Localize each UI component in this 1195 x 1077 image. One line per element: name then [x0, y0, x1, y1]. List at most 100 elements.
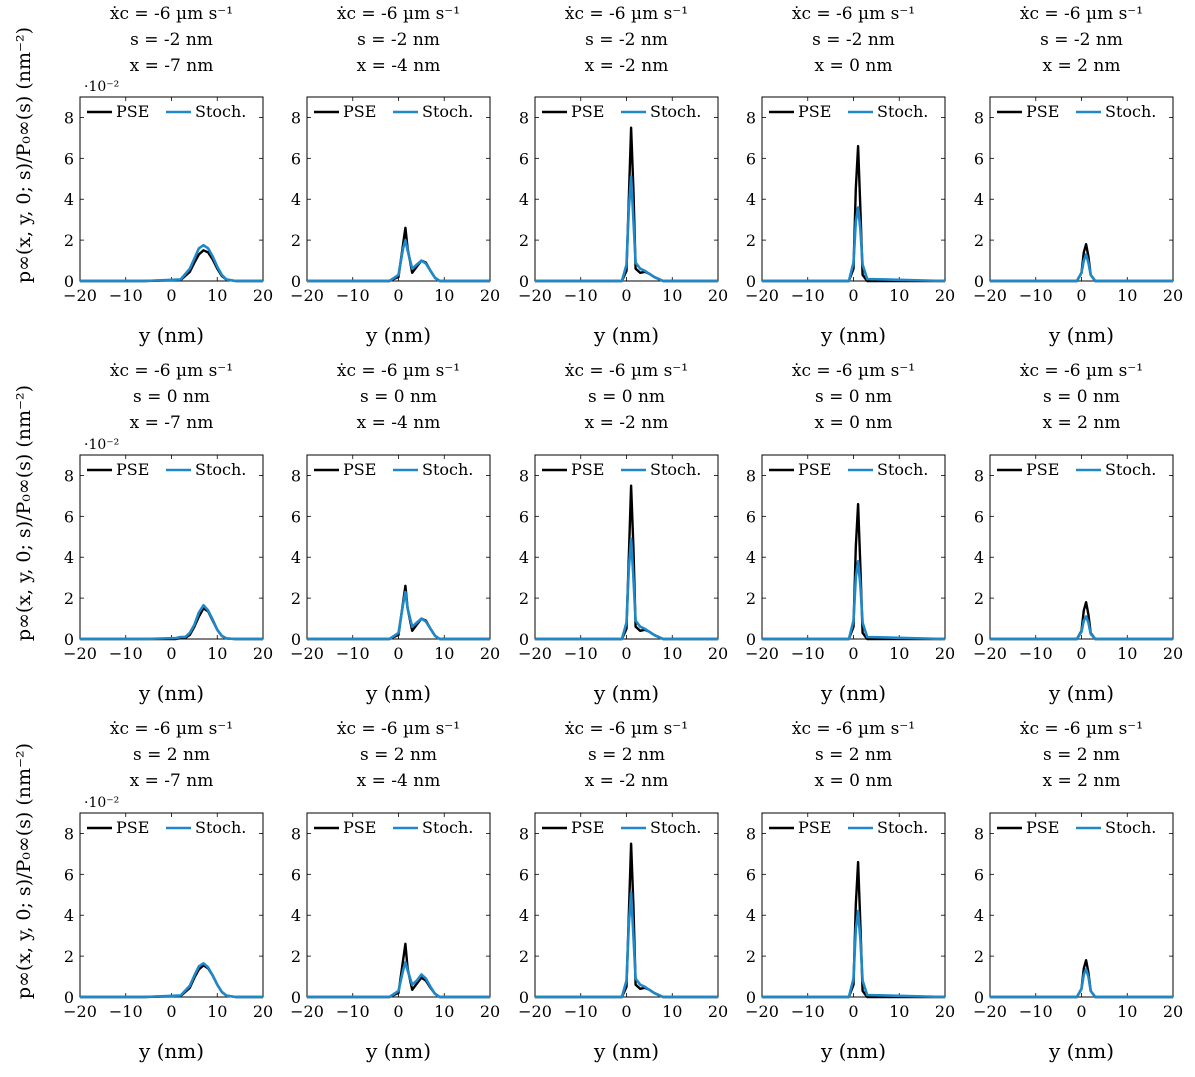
- xtick-label: 10: [1117, 644, 1137, 663]
- ytick-label: 2: [291, 589, 301, 608]
- xtick-label: −20: [745, 644, 779, 663]
- legend-pse-label: PSE: [1026, 460, 1059, 479]
- legend: PSE Stoch.: [769, 818, 928, 837]
- ytick-label: 4: [519, 548, 529, 567]
- series-stoch-line: [80, 603, 263, 641]
- xtick-label: −20: [973, 286, 1007, 305]
- plot-frame: [989, 96, 1174, 282]
- subplot-title-line: s = 0 nm: [133, 387, 210, 407]
- series-stoch-line: [80, 961, 263, 999]
- subplot-3-5: ẋc = -6 µm s⁻¹ s = 2 nm x = 2 nm 0 2 4 6 8 −20 −1…: [973, 719, 1183, 1063]
- xtick-label: −20: [518, 1002, 552, 1021]
- legend-stoch-label: Stoch.: [650, 102, 701, 121]
- xtick-label: 0: [1076, 1002, 1086, 1021]
- subplot-title-line: x = 2 nm: [1043, 56, 1121, 76]
- x-axis-label: y (nm): [365, 681, 431, 705]
- legend: PSE Stoch.: [87, 818, 246, 837]
- subplot-title-line: ẋc = -6 µm s⁻¹: [1020, 4, 1143, 24]
- xtick-label: −20: [745, 286, 779, 305]
- y-axis-label: p∞(x, y, 0; s)/P₀∞(s) (nm⁻²): [13, 743, 35, 999]
- x-axis-label: y (nm): [138, 681, 204, 705]
- subplot-title-line: s = 0 nm: [360, 387, 437, 407]
- xtick-label: 0: [621, 644, 631, 663]
- legend: PSE Stoch.: [542, 102, 701, 121]
- subplot-title-line: x = 2 nm: [1043, 771, 1121, 791]
- ytick-label: 2: [64, 231, 74, 250]
- xtick-label: 0: [393, 286, 403, 305]
- ytick-label: 6: [519, 149, 529, 168]
- plot-frame: [79, 454, 264, 640]
- y-axis-label: p∞(x, y, 0; s)/P₀∞(s) (nm⁻²): [13, 385, 35, 641]
- axis-multiplier: ·10⁻²: [84, 79, 119, 95]
- subplot-title-line: x = -7 nm: [130, 413, 214, 433]
- subplot-title-line: ẋc = -6 µm s⁻¹: [565, 4, 688, 24]
- subplot-title-line: s = -2 nm: [585, 30, 668, 50]
- ytick-label: 4: [291, 906, 301, 925]
- subplot-title-line: s = 0 nm: [815, 387, 892, 407]
- legend-stoch-label: Stoch.: [650, 460, 701, 479]
- xtick-label: 10: [207, 644, 227, 663]
- subplot-2-2: ẋc = -6 µm s⁻¹ s = 0 nm x = -4 nm 0 2 4 6 8 −20−…: [290, 361, 500, 705]
- xtick-label: 10: [207, 1002, 227, 1021]
- xtick-label: −10: [1019, 286, 1053, 305]
- legend-pse-label: PSE: [571, 102, 604, 121]
- subplot-1-2: ẋc = -6 µm s⁻¹ s = -2 nm x = -4 nm 0 2 4 6 8 −20…: [290, 4, 500, 347]
- subplot-title-line: ẋc = -6 µm s⁻¹: [337, 4, 460, 24]
- legend: PSE Stoch.: [87, 102, 246, 121]
- subplot-title-line: s = -2 nm: [130, 30, 213, 50]
- subplot-title-line: x = -7 nm: [130, 771, 214, 791]
- x-axis-label: y (nm): [820, 1039, 886, 1063]
- ytick-label: 6: [291, 865, 301, 884]
- ytick-label: 2: [974, 231, 984, 250]
- xtick-label: 10: [1117, 286, 1137, 305]
- legend-stoch-label: Stoch.: [877, 102, 928, 121]
- xtick-label: 20: [1163, 644, 1183, 663]
- ytick-label: 8: [746, 824, 756, 843]
- ytick-label: 8: [746, 466, 756, 485]
- x-axis-label: y (nm): [365, 1039, 431, 1063]
- xtick-label: −10: [791, 1002, 825, 1021]
- ytick-label: 2: [746, 947, 756, 966]
- ytick-label: 8: [291, 466, 301, 485]
- subplot-title-line: x = -2 nm: [585, 413, 669, 433]
- subplot-title-line: x = -2 nm: [585, 771, 669, 791]
- legend-pse-label: PSE: [116, 460, 149, 479]
- ytick-label: 0: [291, 272, 301, 291]
- legend: PSE Stoch.: [997, 460, 1156, 479]
- xtick-label: −20: [973, 1002, 1007, 1021]
- ytick-label: 6: [64, 149, 74, 168]
- xtick-label: 0: [621, 1002, 631, 1021]
- subplot-title-line: s = -2 nm: [1040, 30, 1123, 50]
- x-axis-label: y (nm): [820, 681, 886, 705]
- ytick-label: 4: [974, 548, 984, 567]
- xtick-label: −10: [564, 1002, 598, 1021]
- xtick-label: −10: [336, 286, 370, 305]
- subplot-title-line: x = 2 nm: [1043, 413, 1121, 433]
- subplot-title-line: ẋc = -6 µm s⁻¹: [565, 361, 688, 381]
- ytick-label: 0: [291, 630, 301, 649]
- ytick-label: 8: [64, 466, 74, 485]
- subplot-title-line: x = -4 nm: [357, 771, 441, 791]
- ytick-label: 2: [64, 947, 74, 966]
- ytick-label: 6: [746, 507, 756, 526]
- subplot-title-line: x = -2 nm: [585, 56, 669, 76]
- xtick-label: 20: [1163, 1002, 1183, 1021]
- ytick-label: 6: [974, 507, 984, 526]
- xtick-label: 20: [935, 644, 955, 663]
- subplot-3-4: ẋc = -6 µm s⁻¹ s = 2 nm x = 0 nm 0 2 4 6 8 −20 −1…: [745, 719, 955, 1063]
- xtick-label: 20: [253, 286, 273, 305]
- ytick-label: 8: [974, 108, 984, 127]
- xtick-label: 0: [1076, 286, 1086, 305]
- subplot-title-line: x = 0 nm: [815, 413, 893, 433]
- ytick-label: 0: [746, 630, 756, 649]
- xtick-label: 10: [434, 1002, 454, 1021]
- legend: PSE Stoch.: [314, 818, 473, 837]
- ytick-label: 8: [974, 824, 984, 843]
- xtick-label: 20: [708, 286, 728, 305]
- ytick-label: 2: [291, 231, 301, 250]
- xtick-label: 20: [480, 644, 500, 663]
- series-stoch-line: [990, 968, 1173, 999]
- xtick-label: 10: [889, 1002, 909, 1021]
- ytick-label: 4: [64, 906, 74, 925]
